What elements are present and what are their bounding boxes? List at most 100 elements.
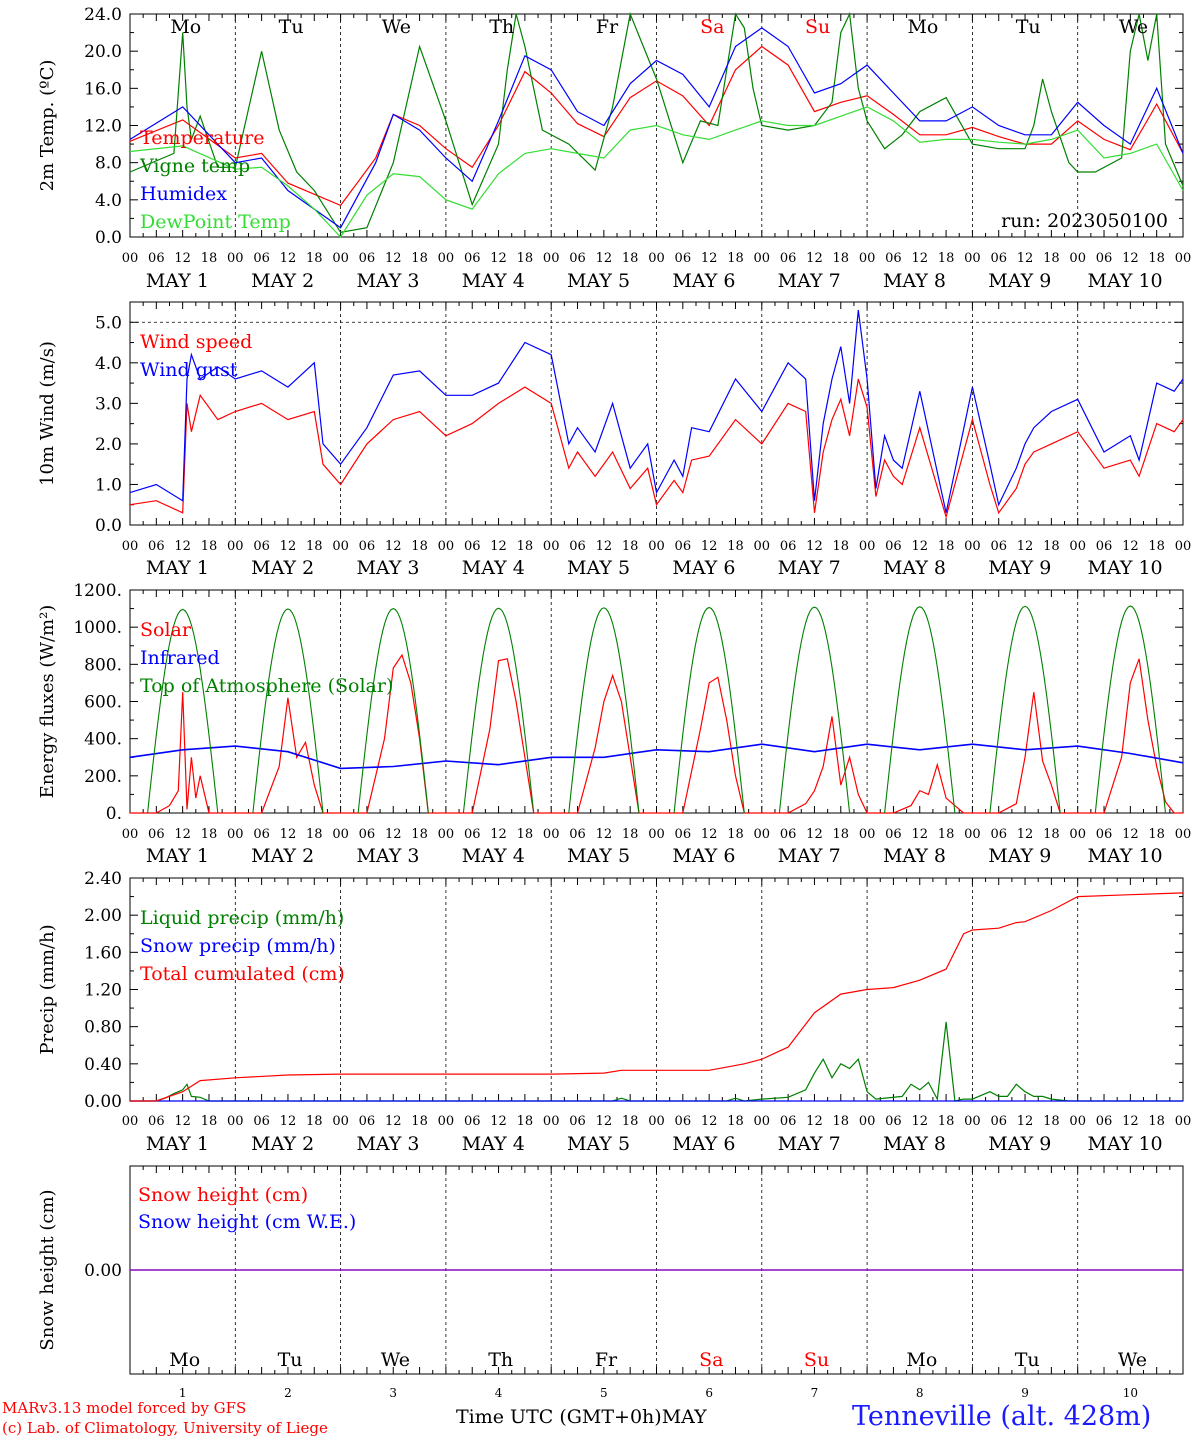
hour-tick-label: 00 xyxy=(648,539,665,554)
y-tick-label: 5.0 xyxy=(95,313,122,333)
legend-item: DewPoint Temp xyxy=(140,211,291,233)
hour-tick-label: 00 xyxy=(227,251,244,266)
hour-tick-label: 06 xyxy=(464,539,481,554)
date-label: MAY 10 xyxy=(1087,1133,1162,1155)
hour-tick-label: 06 xyxy=(464,251,481,266)
hour-tick-label: 06 xyxy=(1096,1114,1113,1129)
hour-tick-label: 18 xyxy=(622,827,639,842)
y-tick-label: 600. xyxy=(84,693,122,713)
hour-tick-label: 06 xyxy=(253,1114,270,1129)
y-tick-label: 1.20 xyxy=(84,981,122,1001)
hour-tick-label: 00 xyxy=(543,1114,560,1129)
hour-tick-label: 06 xyxy=(990,539,1007,554)
y-tick-label: 0.00 xyxy=(84,1261,122,1281)
time-axis-label: Time UTC (GMT+0h) xyxy=(456,1406,662,1428)
panel-2 xyxy=(129,301,1184,526)
hour-tick-label: 06 xyxy=(675,539,692,554)
panel-1 xyxy=(129,11,1184,238)
y-tick-label: 400. xyxy=(84,730,122,750)
series-line-dewpoint-temp xyxy=(129,106,1184,238)
y-tick-label: 1.0 xyxy=(95,475,122,495)
day-name-top: Th xyxy=(489,16,514,38)
panel-4 xyxy=(129,877,1184,1102)
date-label: MAY 1 xyxy=(146,557,209,579)
series-line-wind-gust xyxy=(129,310,1184,513)
hour-tick-label: 06 xyxy=(569,1114,586,1129)
hour-tick-label: 00 xyxy=(1069,827,1086,842)
date-label: MAY 3 xyxy=(356,557,419,579)
hour-tick-label: 06 xyxy=(1096,539,1113,554)
hour-tick-label: 18 xyxy=(306,539,323,554)
hour-tick-label: 00 xyxy=(754,827,771,842)
hour-tick-label: 18 xyxy=(306,1114,323,1129)
y-axis-label: Precip (mm/h) xyxy=(37,924,58,1054)
hour-tick-label: 18 xyxy=(201,1114,218,1129)
series-line-temperature xyxy=(129,45,1184,207)
hour-tick-label: 18 xyxy=(517,1114,534,1129)
date-label: MAY 3 xyxy=(356,1133,419,1155)
y-tick-label: 2.40 xyxy=(84,869,122,889)
panel-3 xyxy=(129,589,1184,814)
hour-tick-label: 12 xyxy=(701,251,718,266)
hour-tick-label: 12 xyxy=(596,827,613,842)
hour-tick-label: 06 xyxy=(1096,251,1113,266)
hour-tick-label: 18 xyxy=(201,251,218,266)
hour-tick-label: 00 xyxy=(122,1114,139,1129)
hour-tick-label: 12 xyxy=(701,827,718,842)
hour-tick-label: 12 xyxy=(806,1114,823,1129)
legend-item: Snow precip (mm/h) xyxy=(140,935,336,957)
day-name-bottom: Tu xyxy=(278,1349,303,1371)
hour-tick-label: 12 xyxy=(1017,539,1034,554)
hour-tick-label: 18 xyxy=(1148,1114,1165,1129)
hour-tick-label: 00 xyxy=(332,251,349,266)
hour-tick-label: 18 xyxy=(1148,539,1165,554)
date-label: MAY 2 xyxy=(251,270,314,292)
day-number: 10 xyxy=(1123,1386,1138,1400)
day-name-bottom: Mo xyxy=(906,1349,937,1371)
y-tick-label: 4.0 xyxy=(95,191,122,211)
hour-tick-label: 12 xyxy=(490,251,507,266)
legend-item: Wind gust xyxy=(140,359,238,381)
date-label: MAY 8 xyxy=(883,557,946,579)
y-tick-label: 800. xyxy=(84,655,122,675)
hour-tick-label: 06 xyxy=(780,539,797,554)
date-label: MAY 7 xyxy=(778,557,841,579)
hour-tick-label: 06 xyxy=(359,539,376,554)
series-line-vigne-temp xyxy=(129,11,1184,234)
hour-tick-label: 12 xyxy=(806,539,823,554)
hour-tick-label: 12 xyxy=(806,251,823,266)
hour-tick-label: 18 xyxy=(411,827,428,842)
date-label: MAY 10 xyxy=(1087,270,1162,292)
hour-tick-label: 12 xyxy=(174,539,191,554)
series-line-toa-solar xyxy=(357,607,429,814)
legend-item: Solar xyxy=(140,619,192,641)
hour-tick-label: 06 xyxy=(780,251,797,266)
day-name-bottom: We xyxy=(381,1349,410,1371)
y-tick-label: 2.00 xyxy=(84,906,122,926)
date-label: MAY 6 xyxy=(672,557,735,579)
day-name-top: Mo xyxy=(170,16,201,38)
day-number: 4 xyxy=(495,1386,503,1400)
series-line-liquid-precip-mm-h- xyxy=(130,1021,1183,1102)
date-label: MAY 5 xyxy=(567,1133,630,1155)
hour-tick-label: 18 xyxy=(1148,251,1165,266)
series-line-toa-solar xyxy=(1094,605,1167,814)
hour-tick-label: 00 xyxy=(964,1114,981,1129)
hour-tick-label: 00 xyxy=(859,1114,876,1129)
hour-tick-label: 00 xyxy=(1069,251,1086,266)
date-label: MAY 3 xyxy=(356,270,419,292)
series-line-total-cumulated-cm- xyxy=(130,892,1184,1102)
hour-tick-label: 18 xyxy=(727,251,744,266)
series-line-infrared xyxy=(129,743,1184,770)
hour-tick-label: 06 xyxy=(780,827,797,842)
y-tick-label: 2.0 xyxy=(95,435,122,455)
day-name-top: Su xyxy=(805,16,830,38)
hour-tick-label: 12 xyxy=(490,539,507,554)
hour-tick-label: 12 xyxy=(1122,827,1139,842)
hour-tick-label: 18 xyxy=(622,539,639,554)
day-number: 3 xyxy=(389,1386,397,1400)
hour-tick-label: 12 xyxy=(596,1114,613,1129)
date-label: MAY 2 xyxy=(251,1133,314,1155)
day-name-top: We xyxy=(1119,16,1148,38)
hour-tick-label: 00 xyxy=(964,251,981,266)
